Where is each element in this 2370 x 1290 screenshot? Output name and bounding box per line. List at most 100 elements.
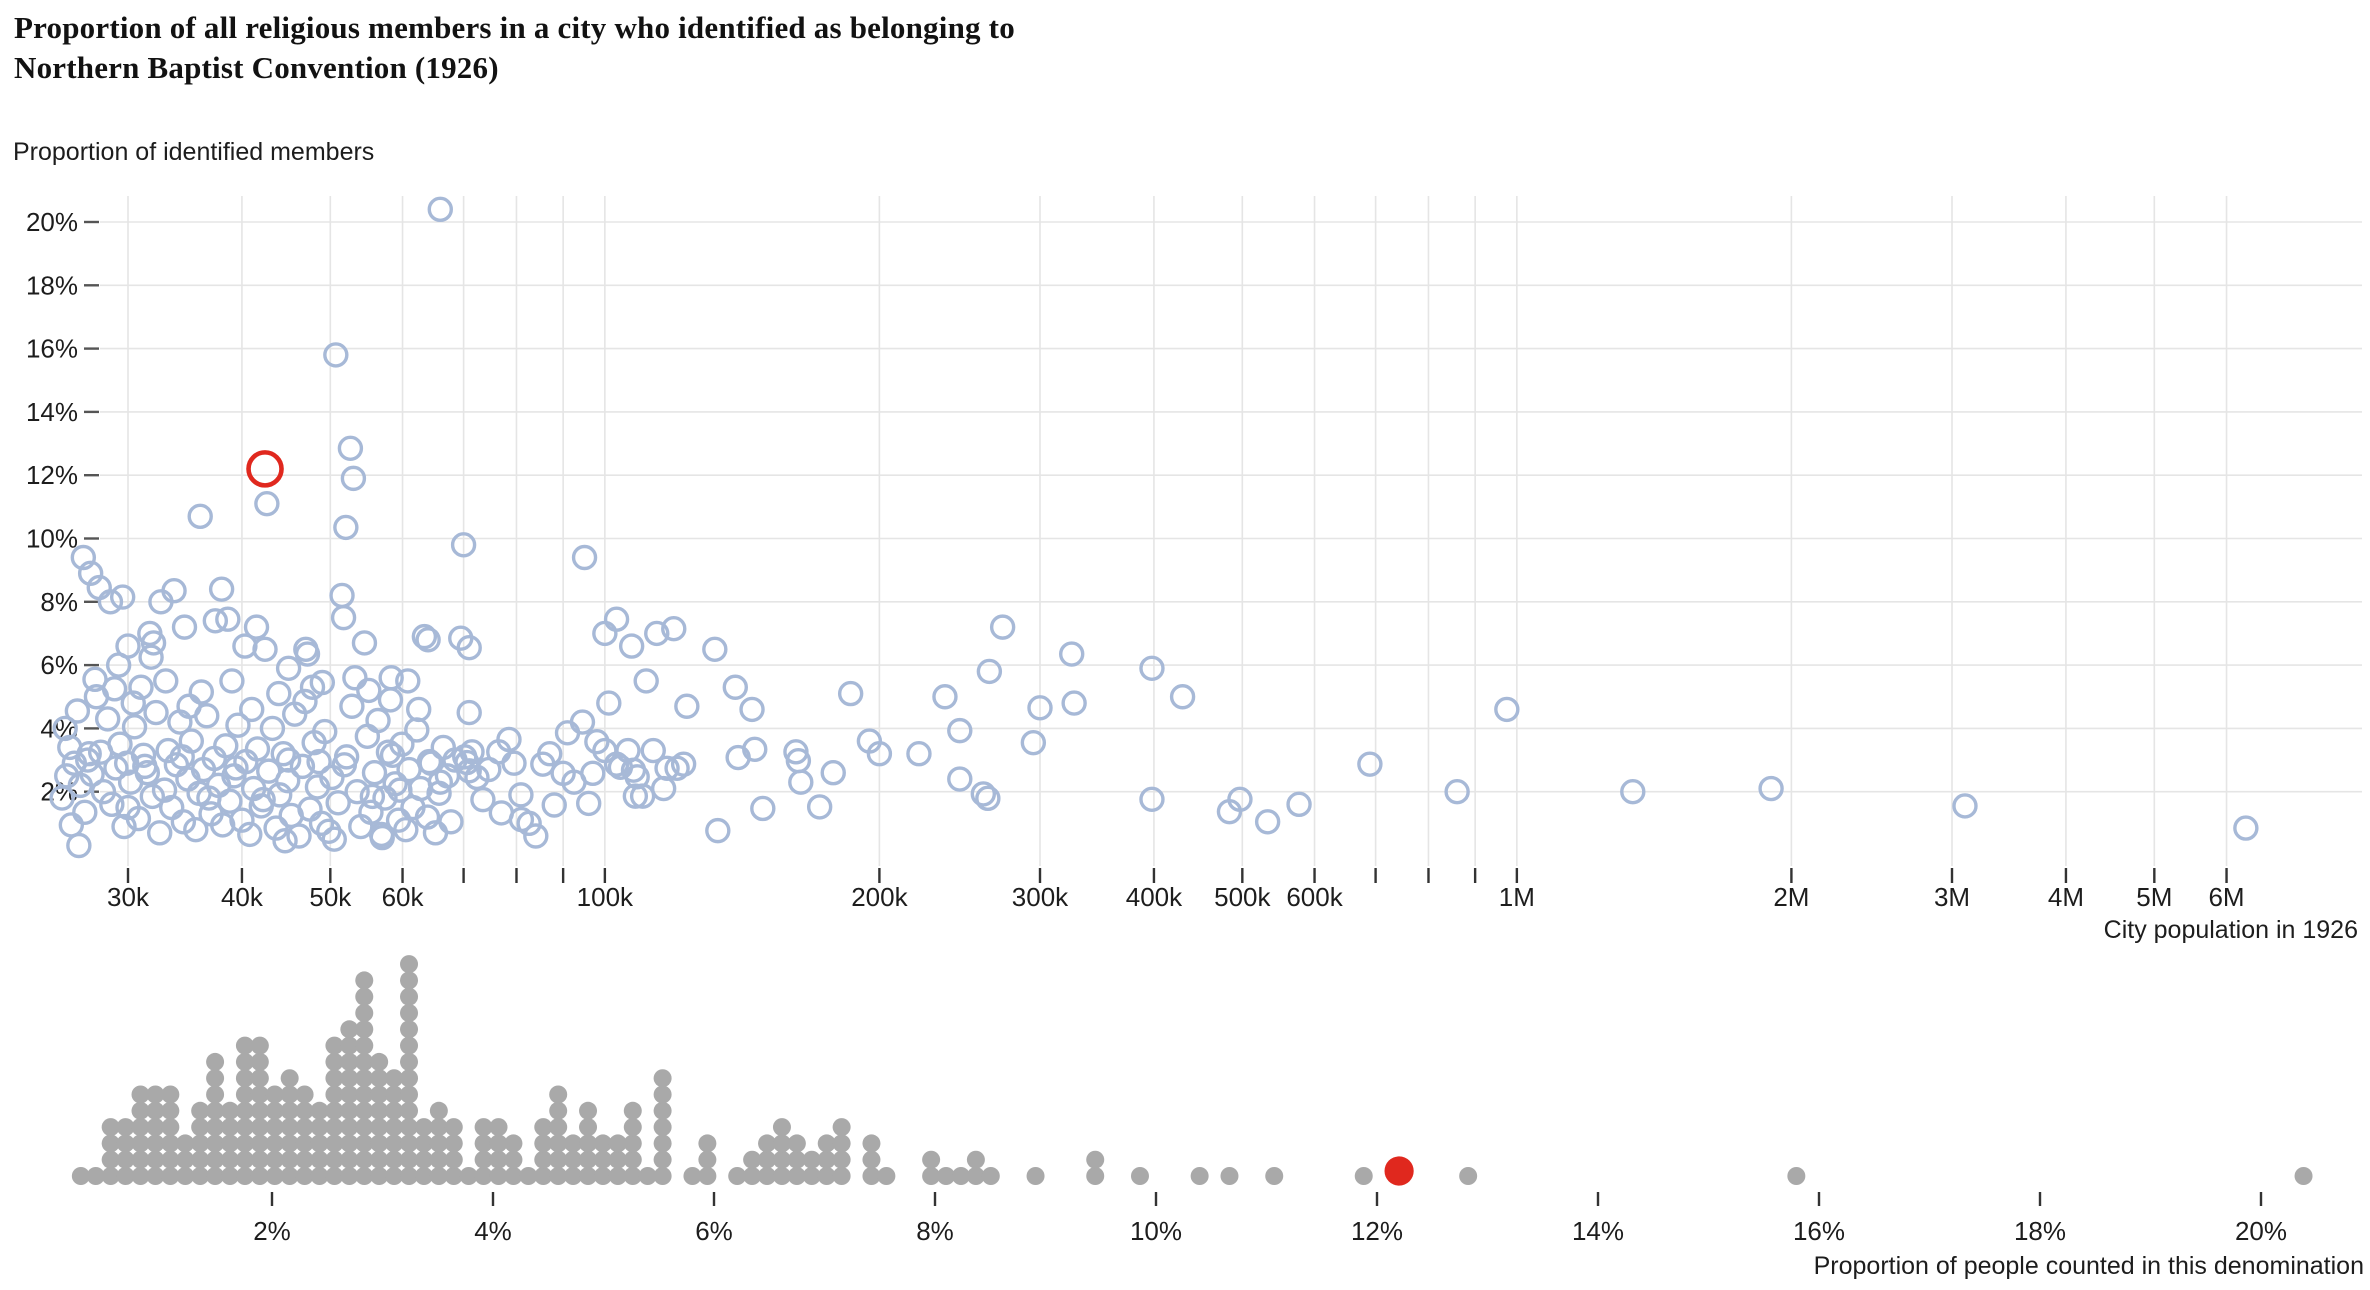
city-point[interactable] [450,532,477,558]
city-point[interactable] [596,690,622,716]
city-point[interactable] [292,688,318,715]
distribution-dot[interactable] [161,1118,180,1137]
distribution-dot[interactable] [250,1052,269,1071]
city-point[interactable] [54,763,80,789]
city-point[interactable] [906,741,932,767]
distribution-dot[interactable] [146,1167,165,1185]
city-point[interactable] [622,783,649,809]
city-point[interactable] [237,821,263,848]
distribution-dot[interactable] [534,1167,553,1185]
city-point[interactable] [618,633,645,659]
distribution-dot[interactable] [131,1134,150,1153]
distribution-dot[interactable] [191,1118,210,1137]
distribution-dot[interactable] [608,1150,627,1169]
city-point[interactable] [94,706,121,732]
distribution-dot[interactable] [877,1167,896,1185]
distribution-dot[interactable] [250,1069,269,1088]
city-point[interactable] [244,736,271,762]
distribution-dot[interactable] [295,1101,314,1120]
distribution-dot[interactable] [191,1167,210,1185]
distribution-dot[interactable] [400,1167,419,1185]
distribution-dot[interactable] [116,1167,135,1185]
distribution-dot[interactable] [206,1150,225,1169]
distribution-dot[interactable] [101,1167,120,1185]
distribution-dot[interactable] [206,1052,225,1071]
distribution-dot[interactable] [653,1118,672,1137]
distribution-dot[interactable] [221,1167,240,1185]
highlighted-city-point[interactable] [246,450,284,488]
distribution-dot[interactable] [161,1101,180,1120]
distribution-dot[interactable] [385,1101,404,1120]
city-point[interactable] [215,606,241,632]
distribution-dot[interactable] [161,1085,180,1104]
city-point[interactable] [294,641,321,667]
city-point[interactable] [153,668,179,694]
distribution-dot[interactable] [504,1134,523,1153]
city-point[interactable] [213,733,239,759]
city-point[interactable] [99,791,125,818]
distribution-dot[interactable] [235,1118,254,1137]
distribution-dot[interactable] [623,1118,642,1137]
distribution-dot[interactable] [206,1069,225,1088]
distribution-dot[interactable] [370,1052,389,1071]
city-point[interactable] [250,786,276,813]
distribution-dot[interactable] [787,1167,806,1185]
distribution-dot[interactable] [340,1150,359,1169]
city-point[interactable] [297,796,323,822]
distribution-dot[interactable] [549,1167,568,1185]
distribution-dot[interactable] [340,1085,359,1104]
city-point[interactable] [837,680,864,707]
distribution-dot[interactable] [429,1150,448,1169]
city-point[interactable] [202,608,229,634]
distribution-dot[interactable] [534,1134,553,1153]
distribution-dot[interactable] [608,1167,627,1185]
city-point[interactable] [351,630,378,656]
city-point[interactable] [1139,786,1165,812]
city-point[interactable] [143,699,169,726]
city-point[interactable] [208,576,235,602]
distribution-dot[interactable] [295,1150,314,1169]
city-point[interactable] [331,752,358,778]
distribution-dot[interactable] [400,1036,419,1055]
distribution-dot[interactable] [116,1150,135,1169]
city-point[interactable] [705,817,731,844]
distribution-dot[interactable] [146,1101,165,1120]
city-point[interactable] [109,584,136,610]
city-point[interactable] [633,668,659,694]
distribution-dot[interactable] [295,1118,314,1137]
distribution-dot[interactable] [295,1134,314,1153]
distribution-dot[interactable] [385,1118,404,1137]
city-point[interactable] [411,623,438,650]
city-point[interactable] [70,544,97,571]
city-point[interactable] [344,779,370,805]
city-point[interactable] [323,342,349,368]
city-point[interactable] [330,604,357,631]
distribution-dot[interactable] [743,1150,762,1169]
city-point[interactable] [501,750,527,776]
distribution-dot[interactable] [474,1134,493,1153]
distribution-dot[interactable] [370,1085,389,1104]
distribution-dot[interactable] [400,1020,419,1039]
distribution-dot[interactable] [653,1134,672,1153]
distribution-dot[interactable] [474,1118,493,1137]
city-point[interactable] [138,644,164,670]
distribution-dot[interactable] [385,1069,404,1088]
distribution-dot[interactable] [653,1069,672,1088]
distribution-dot[interactable] [400,1052,419,1071]
city-point[interactable] [393,816,419,843]
distribution-dot[interactable] [221,1101,240,1120]
city-point[interactable] [416,748,443,775]
distribution-dot[interactable] [265,1101,284,1120]
city-point[interactable] [223,755,249,781]
city-point[interactable] [289,753,316,780]
distribution-dot[interactable] [370,1167,389,1185]
distribution-dot[interactable] [564,1134,583,1153]
city-point[interactable] [592,620,618,647]
distribution-dot[interactable] [414,1134,433,1153]
distribution-dot[interactable] [504,1167,523,1185]
distribution-dot[interactable] [370,1118,389,1137]
distribution-dot[interactable] [206,1167,225,1185]
distribution-dot[interactable] [772,1167,791,1185]
city-point[interactable] [640,737,666,764]
distribution-dot[interactable] [310,1101,329,1120]
